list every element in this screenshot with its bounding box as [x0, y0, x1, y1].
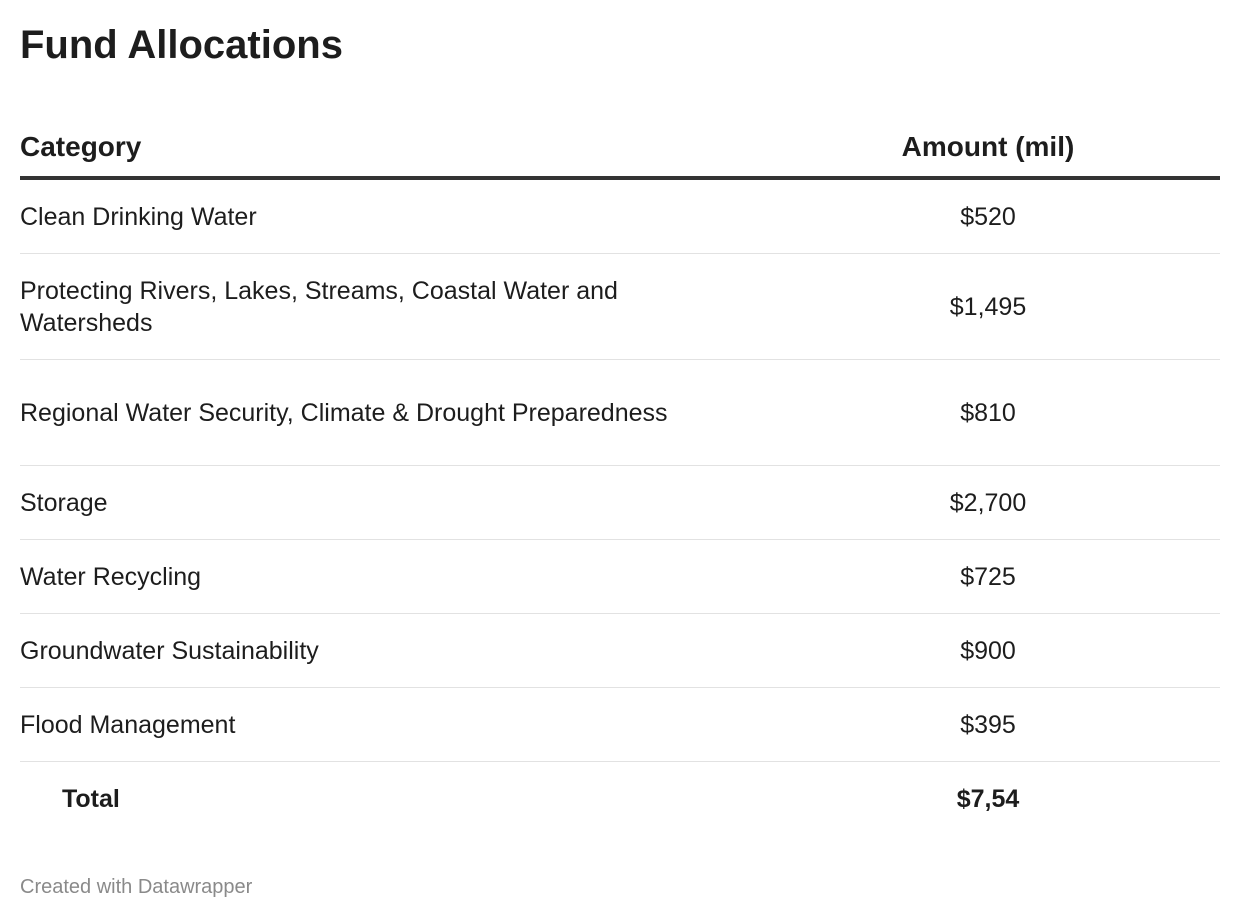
category-text: Groundwater Sustainability — [20, 636, 319, 665]
column-header: Amount (mil) — [756, 118, 1220, 180]
category-text: Total — [62, 784, 120, 813]
table-row: Storage $2,700 — [20, 465, 1220, 540]
category-text: Flood Management — [20, 710, 236, 739]
table: Category Amount (mil) Clean Drinking Wat… — [20, 118, 1220, 835]
amount-cell: $725 — [756, 539, 1220, 614]
category-cell: Regional Water Security, Climate & Droug… — [20, 359, 756, 466]
table-row: Groundwater Sustainability $900 — [20, 613, 1220, 688]
category-cell: Flood Management — [20, 687, 756, 762]
title: Fund Allocations — [20, 23, 343, 67]
table-row: Protecting Rivers, Lakes, Streams, Coast… — [20, 253, 1220, 360]
category-cell: Clean Drinking Water — [20, 178, 756, 254]
column-header: Category — [20, 118, 756, 180]
category-cell: Water Recycling — [20, 539, 756, 614]
amount-cell: $520 — [756, 178, 1220, 254]
amount-cell: $900 — [756, 613, 1220, 688]
category-text: Water Recycling — [20, 562, 202, 591]
table-row: Clean Drinking Water $520 — [20, 178, 1220, 254]
table-row: Water Recycling $725 — [20, 539, 1220, 614]
category-cell: Total — [20, 762, 756, 836]
table-body: Clean Drinking Water $520 Protecting River… — [20, 178, 1220, 835]
category-text: Regional Water Security, Climate & Droug… — [20, 398, 668, 427]
total-row: Total $7,54 — [20, 762, 1220, 836]
category-text: Storage — [20, 488, 108, 517]
amount-cell: $395 — [756, 687, 1220, 762]
table-row: Flood Management $395 — [20, 687, 1220, 762]
category-cell: Protecting Rivers, Lakes, Streams, Coast… — [20, 253, 756, 360]
category-text: Clean Drinking Water — [20, 202, 257, 231]
amount-cell: $2,700 — [756, 465, 1220, 540]
category-cell: Groundwater Sustainability — [20, 613, 756, 688]
table-row: Regional Water Security, Climate & Droug… — [20, 359, 1220, 466]
header-row: Category Amount (mil) — [20, 118, 1220, 180]
credit: Created with Datawrapper — [20, 876, 253, 898]
amount-cell: $1,495 — [756, 253, 1220, 360]
category-text: Protecting Rivers, Lakes, Streams, Coast… — [20, 276, 618, 337]
amount-cell: $7,54 — [956, 784, 1020, 813]
amount-cell: $810 — [756, 359, 1220, 466]
category-cell: Storage — [20, 465, 756, 540]
